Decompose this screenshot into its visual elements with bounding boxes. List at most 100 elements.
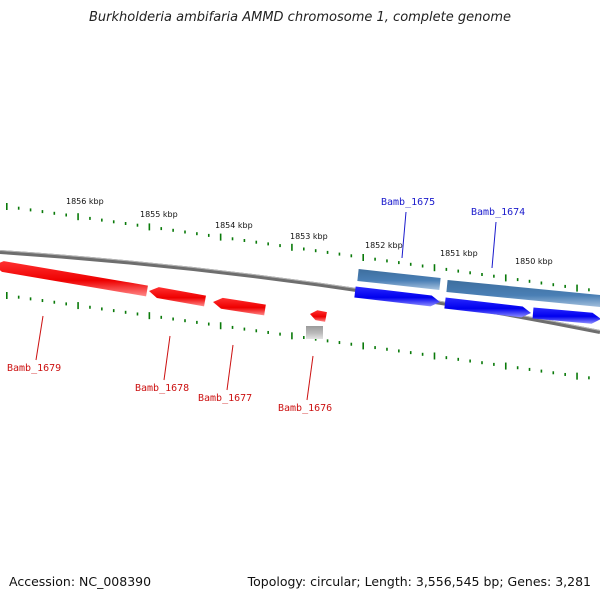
minor-tick: [207, 322, 210, 326]
major-tick: [504, 362, 507, 370]
minor-tick: [160, 315, 163, 319]
minor-tick: [243, 327, 246, 331]
gene-label-bamb-1677[interactable]: Bamb_1677: [198, 393, 252, 404]
minor-tick: [493, 362, 495, 366]
tick-label: 1855 kbp: [140, 210, 178, 219]
minor-tick: [528, 279, 531, 283]
minor-tick: [564, 284, 566, 288]
major-tick: [362, 254, 364, 261]
gene-label-bamb-1675[interactable]: Bamb_1675: [381, 197, 435, 208]
minor-tick: [89, 305, 91, 309]
minor-tick: [41, 210, 44, 214]
minor-tick: [231, 325, 234, 329]
major-tick: [219, 233, 222, 241]
minor-tick: [516, 366, 519, 370]
minor-tick: [124, 310, 127, 314]
minor-tick: [303, 247, 305, 251]
major-tick: [433, 352, 436, 360]
minor-tick: [540, 369, 543, 373]
minor-tick: [493, 274, 495, 278]
major-tick: [362, 342, 364, 350]
accession-text: Accession: NC_008390: [9, 574, 152, 589]
gene-label-bamb-1676[interactable]: Bamb_1676: [278, 403, 332, 414]
minor-tick: [124, 222, 127, 225]
minor-tick: [481, 361, 483, 365]
minor-tick: [314, 337, 317, 341]
minor-tick: [409, 351, 412, 355]
gene-block-bamb-1676-grey[interactable]: [306, 326, 323, 339]
minor-tick: [540, 281, 543, 285]
minor-tick: [374, 257, 376, 261]
gene-label-bamb-1679[interactable]: Bamb_1679: [7, 363, 61, 374]
minor-tick: [481, 273, 483, 276]
minor-tick: [314, 249, 317, 253]
tick-label: 1854 kbp: [215, 221, 253, 230]
minor-tick: [29, 297, 32, 301]
minor-tick: [89, 216, 91, 220]
major-tick: [504, 274, 507, 282]
gene-connector-bamb-1679: [35, 315, 44, 361]
topology-text: Topology: circular; Length: 3,556,545 bp…: [247, 574, 591, 589]
tick-label: 1851 kbp: [440, 249, 478, 258]
gene-connector-bamb-1675: [401, 211, 407, 259]
minor-tick: [279, 332, 281, 336]
minor-tick: [350, 342, 353, 346]
gene-connector-bamb-1674: [491, 221, 497, 269]
gene-connector-bamb-1678: [163, 335, 171, 381]
gene-arrow-bamb-1679[interactable]: [0, 261, 148, 297]
gene-arrow-blue-1[interactable]: [354, 286, 440, 307]
minor-tick: [516, 278, 519, 282]
minor-tick: [457, 357, 460, 361]
minor-tick: [303, 336, 305, 339]
gene-arrow-blue-3[interactable]: [532, 307, 600, 324]
major-tick: [6, 292, 8, 299]
minor-tick: [445, 267, 448, 271]
minor-tick: [386, 347, 388, 351]
gene-arrow-blue-2[interactable]: [444, 297, 531, 318]
minor-tick: [184, 230, 186, 234]
scale-ticks: [6, 203, 590, 380]
minor-tick: [136, 312, 139, 316]
minor-tick: [588, 376, 590, 380]
minor-tick: [255, 240, 258, 244]
major-tick: [77, 213, 79, 221]
minor-tick: [101, 307, 103, 311]
inner-tick-row: [6, 292, 590, 380]
gene-arrow-bamb-1676[interactable]: [310, 310, 327, 322]
minor-tick: [588, 288, 590, 292]
minor-tick: [53, 211, 56, 215]
tick-label: 1856 kbp: [66, 197, 104, 206]
minor-tick: [184, 319, 186, 323]
minor-tick: [160, 227, 163, 231]
minor-tick: [386, 259, 388, 263]
minor-tick: [112, 309, 115, 313]
major-tick: [291, 243, 293, 251]
minor-tick: [469, 359, 471, 363]
gene-label-bamb-1678[interactable]: Bamb_1678: [135, 383, 189, 394]
outer-tick-row: [6, 203, 590, 292]
gene-connector-bamb-1677: [226, 344, 234, 391]
major-tick: [77, 302, 79, 310]
minor-tick: [231, 237, 234, 241]
minor-tick: [112, 220, 115, 224]
minor-tick: [469, 271, 471, 275]
minor-tick: [552, 283, 555, 287]
gene-label-bamb-1674[interactable]: Bamb_1674: [471, 207, 525, 218]
minor-tick: [338, 341, 341, 345]
tick-labels: 1856 kbp 1855 kbp 1854 kbp 1853 kbp 1852 kbp…: [66, 197, 553, 266]
minor-tick: [196, 320, 198, 324]
minor-tick: [172, 228, 174, 232]
major-tick: [433, 264, 436, 272]
gene-block-bamb-1675[interactable]: [357, 269, 441, 290]
minor-tick: [65, 213, 67, 217]
tick-label: 1850 kbp: [515, 257, 553, 266]
tick-label: 1853 kbp: [290, 232, 328, 241]
minor-tick: [398, 261, 400, 265]
gene-block-bamb-1674[interactable]: [446, 280, 600, 308]
minor-tick: [457, 269, 460, 273]
minor-tick: [279, 244, 281, 248]
gene-arrow-bamb-1677[interactable]: [213, 297, 266, 316]
major-tick: [576, 372, 578, 380]
gene-arrow-bamb-1678[interactable]: [149, 287, 206, 307]
